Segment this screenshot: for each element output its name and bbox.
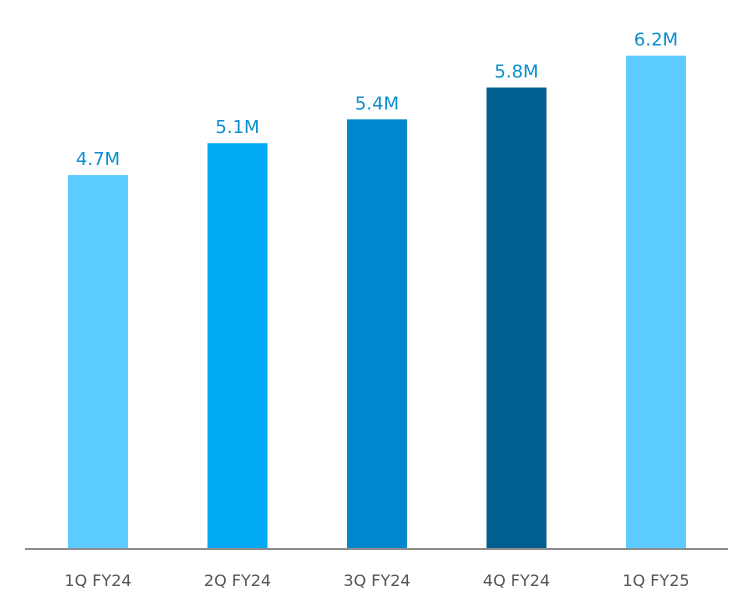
x-tick-label-3: 3Q FY24 bbox=[343, 571, 410, 590]
data-label-5: 6.2M bbox=[634, 30, 678, 51]
x-tick-label-4: 4Q FY24 bbox=[483, 571, 550, 590]
data-label-1: 4.7M bbox=[76, 149, 120, 170]
bar-3 bbox=[347, 119, 407, 549]
bar-2 bbox=[207, 143, 268, 549]
x-tick-label-5: 1Q FY25 bbox=[622, 571, 689, 590]
data-labels-layer: 4.7M 5.1M 5.4M 5.8M 6.2M bbox=[76, 30, 678, 170]
x-tick-label-2: 2Q FY24 bbox=[204, 571, 271, 590]
data-label-2: 5.1M bbox=[215, 117, 259, 138]
x-tick-labels-layer: 1Q FY24 2Q FY24 3Q FY24 4Q FY24 1Q FY25 bbox=[64, 571, 689, 590]
bar-5 bbox=[626, 55, 686, 550]
bar-4 bbox=[486, 87, 547, 550]
x-tick-label-1: 1Q FY24 bbox=[64, 571, 131, 590]
data-label-3: 5.4M bbox=[355, 93, 399, 114]
bars-layer bbox=[68, 55, 686, 550]
data-label-4: 5.8M bbox=[494, 62, 538, 83]
bar-1 bbox=[68, 175, 128, 550]
